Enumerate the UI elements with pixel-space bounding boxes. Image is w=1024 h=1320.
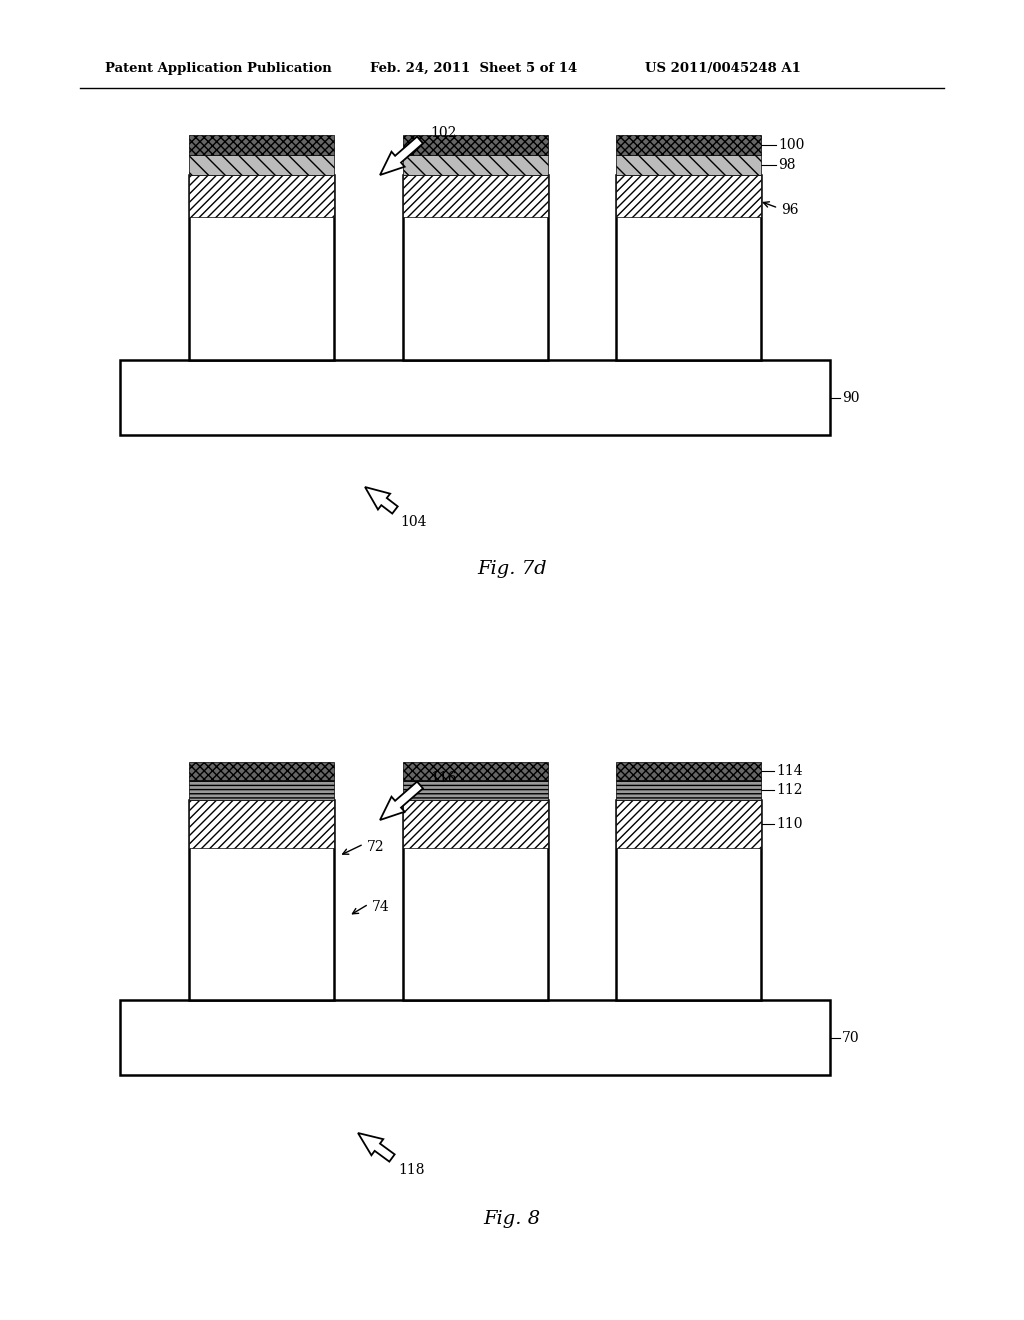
Text: 74: 74	[372, 900, 389, 913]
Bar	[402, 762, 548, 780]
Bar	[402, 154, 548, 176]
Bar	[616, 176, 761, 360]
Text: 96: 96	[781, 203, 799, 216]
Bar	[188, 800, 334, 847]
Text: 114: 114	[776, 764, 803, 777]
Text: 72: 72	[367, 840, 384, 854]
Text: 98: 98	[778, 158, 796, 172]
Bar	[402, 780, 548, 800]
Text: Patent Application Publication: Patent Application Publication	[105, 62, 332, 75]
Bar	[188, 176, 334, 216]
Bar	[402, 176, 548, 360]
Polygon shape	[358, 1133, 394, 1162]
Bar	[402, 176, 548, 216]
Bar	[402, 800, 548, 1001]
Bar	[616, 135, 761, 154]
Bar	[188, 780, 334, 800]
Bar	[402, 135, 548, 154]
Bar	[616, 762, 761, 780]
Bar	[188, 135, 334, 154]
Text: 70: 70	[842, 1031, 859, 1044]
Bar	[120, 1001, 830, 1074]
Text: Fig. 7d: Fig. 7d	[477, 560, 547, 578]
Bar	[120, 360, 830, 436]
Bar	[188, 800, 334, 1001]
Bar	[616, 780, 761, 800]
Text: 100: 100	[778, 139, 805, 152]
Polygon shape	[380, 136, 423, 176]
Text: 112: 112	[776, 783, 803, 797]
Bar	[616, 800, 761, 1001]
Text: 118: 118	[398, 1163, 425, 1177]
Bar	[616, 154, 761, 176]
Text: 104: 104	[400, 515, 427, 529]
Bar	[188, 762, 334, 780]
Text: Fig. 8: Fig. 8	[483, 1210, 541, 1228]
Polygon shape	[365, 487, 397, 513]
Text: 110: 110	[776, 817, 803, 832]
Bar	[188, 176, 334, 360]
Text: 102: 102	[430, 125, 457, 140]
Bar	[616, 800, 761, 847]
Polygon shape	[380, 781, 423, 820]
Text: Feb. 24, 2011  Sheet 5 of 14: Feb. 24, 2011 Sheet 5 of 14	[370, 62, 578, 75]
Text: 90: 90	[842, 391, 859, 404]
Bar	[188, 154, 334, 176]
Bar	[402, 800, 548, 847]
Text: US 2011/0045248 A1: US 2011/0045248 A1	[645, 62, 801, 75]
Bar	[616, 176, 761, 216]
Text: 116: 116	[430, 771, 457, 785]
